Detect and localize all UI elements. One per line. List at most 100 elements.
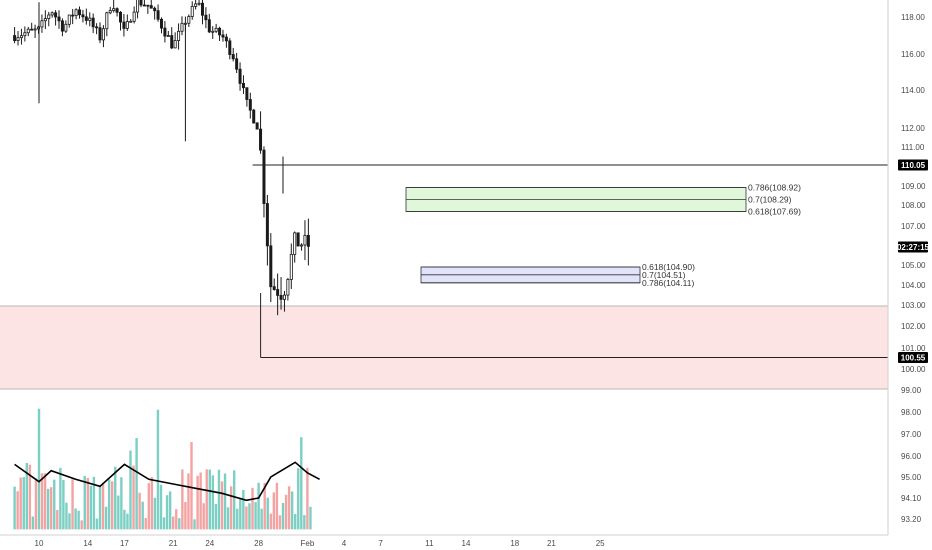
volume-bar: [19, 477, 22, 530]
volume-bar: [260, 508, 263, 530]
candle-body: [211, 30, 215, 33]
volume-bar: [31, 516, 35, 530]
volume-bar: [111, 481, 114, 530]
volume-bar: [86, 477, 89, 530]
volume-bar: [217, 469, 221, 530]
time-tick-label: 4: [342, 539, 347, 548]
price-tick-label: 100.00: [901, 365, 926, 374]
volume-bar: [150, 477, 154, 530]
price-label-text: 100.55: [901, 353, 926, 362]
candle-body: [282, 294, 286, 300]
candle-body: [231, 54, 235, 60]
price-tick-label: 107.00: [901, 222, 926, 231]
price-tick-label: 111.00: [901, 143, 925, 152]
price-tick-label: 93.20: [901, 515, 922, 524]
price-labels: 110.05 100.55 02:27:15: [897, 159, 930, 363]
volume-bar: [199, 472, 202, 530]
candle-body: [88, 17, 92, 21]
volume-bar: [28, 464, 32, 530]
volume-bar: [141, 501, 144, 530]
time-tick-label: 24: [205, 539, 214, 548]
volume-bar: [37, 408, 41, 530]
volume-bar: [190, 442, 193, 530]
volume-bar: [123, 509, 126, 530]
candle-body: [173, 40, 177, 49]
candle-body: [272, 286, 276, 290]
price-tick-label: 104.00: [901, 281, 926, 290]
candle-body: [259, 128, 263, 151]
volume-bar: [117, 495, 120, 530]
volume-bar: [153, 497, 157, 530]
candle-body: [269, 245, 273, 288]
demand-zone: [0, 306, 888, 389]
price-tick-label: 97.00: [901, 430, 922, 439]
volume-bar: [220, 481, 224, 530]
volume-bar: [74, 508, 77, 530]
volume-bar: [309, 506, 312, 530]
volume-bar: [114, 466, 117, 530]
time-tick-label: 11: [425, 539, 434, 548]
volume-bar: [226, 507, 230, 530]
volume-bar: [254, 502, 257, 530]
candle-body: [142, 4, 146, 7]
volume-bar: [193, 519, 196, 530]
candle-body: [289, 254, 293, 280]
volume-bar: [83, 475, 86, 530]
levels-layer: [252, 164, 888, 358]
volume-bar: [284, 494, 288, 530]
candle-body: [64, 23, 68, 32]
volume-bar: [181, 469, 184, 530]
candle-body: [91, 17, 95, 28]
volume-bar: [89, 485, 93, 530]
candle-body: [194, 3, 198, 7]
price-label-box: [898, 241, 928, 253]
price-axis[interactable]: 118.00116.00114.00112.00111.00110.00109.…: [901, 13, 926, 524]
volume-bar: [77, 510, 80, 530]
volume-ma-line: [14, 461, 320, 502]
volume-bar: [56, 509, 59, 530]
volume-bar: [92, 476, 96, 530]
time-axis[interactable]: 10 14 17 21 24 28 Feb 4 7 11 14 18 21 25: [35, 539, 606, 548]
price-tick-label: 94.10: [901, 494, 922, 503]
candle-body: [139, 0, 143, 6]
candle-body: [71, 14, 75, 17]
price-tick-label: 108.00: [901, 201, 926, 210]
candle-body: [235, 58, 239, 70]
fib-lower-level-label: 0.618(104.90): [642, 262, 695, 272]
candle-body: [170, 35, 174, 49]
candle-body: [129, 20, 133, 23]
candle-body: [54, 12, 58, 18]
price-tick-label: 101.00: [901, 344, 926, 353]
volume-bar: [245, 506, 248, 530]
candle-body: [276, 289, 280, 296]
volume-bar: [159, 484, 163, 530]
volume-layer: [13, 408, 320, 530]
volume-bar: [25, 462, 28, 530]
price-tick-label: 105.00: [901, 261, 926, 270]
volume-bar: [138, 492, 141, 530]
candle-body: [67, 14, 71, 25]
volume-bar: [132, 465, 135, 530]
volume-bar: [248, 503, 251, 530]
volume-bar: [272, 492, 276, 530]
zones-layer: [0, 305, 888, 390]
candle-body: [224, 36, 228, 42]
price-tick-label: 118.00: [901, 13, 925, 22]
volume-bar: [162, 517, 166, 530]
volume-bar: [196, 475, 199, 530]
volume-bar: [211, 475, 215, 530]
candles-layer: [13, 0, 310, 316]
volume-bar: [62, 479, 65, 530]
volume-bar: [208, 469, 211, 530]
candle-body: [16, 37, 20, 41]
time-tick-label: 28: [254, 539, 263, 548]
price-label-box: [898, 159, 928, 171]
volume-bar: [251, 487, 254, 530]
candle-body: [166, 35, 170, 37]
volume-bar: [184, 502, 187, 530]
price-tick-label: 99.00: [901, 386, 922, 395]
candle-body: [177, 30, 181, 41]
volume-bar: [34, 478, 38, 530]
price-label-text: 110.05: [901, 161, 926, 170]
